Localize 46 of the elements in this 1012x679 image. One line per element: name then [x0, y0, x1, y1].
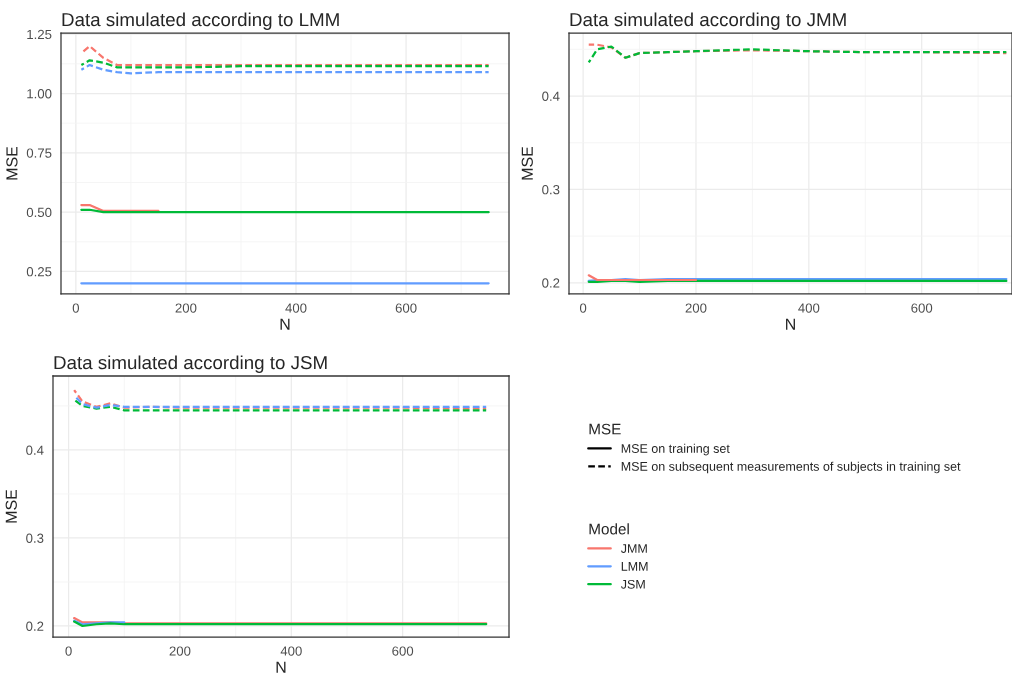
y-axis-title: MSE: [6, 146, 18, 180]
line-series: [80, 59, 490, 69]
line-series: [80, 44, 490, 67]
x-tick-label: 600: [911, 303, 933, 313]
line-series: [73, 398, 488, 412]
text: MSE on subsequent measurements of subjects in training set: [621, 461, 961, 474]
x-tick-label: 400: [280, 646, 302, 656]
x-axis-title: N: [276, 661, 286, 673]
legend-label: JSM: [620, 579, 645, 589]
line-series: [587, 45, 1008, 64]
x-tick-label: 400: [285, 303, 307, 313]
legend-label: LMM: [621, 562, 648, 571]
chart-title: Data simulated according to JMM: [570, 12, 846, 30]
y-tick-label: 0.3: [26, 533, 44, 543]
y-tick-label: 0.4: [542, 91, 560, 101]
legend-title: Model: [589, 523, 629, 535]
x-tick-label: 200: [175, 303, 197, 313]
x-tick-label: 200: [169, 646, 191, 656]
y-tick-label: 0.2: [26, 621, 44, 631]
line-series: [80, 63, 490, 75]
text: MSE: [589, 423, 621, 435]
y-tick-label: 1.25: [27, 29, 52, 40]
x-axis-title: N: [280, 318, 290, 330]
chart-title: Data simulated according to LMM: [62, 12, 339, 30]
y-tick-label: 0.75: [26, 148, 52, 158]
legend-label: JMM: [620, 544, 647, 553]
line-series: [73, 388, 488, 410]
x-tick-label: 200: [685, 303, 707, 313]
x-tick-label: 600: [395, 303, 417, 313]
x-tick-label: 600: [392, 646, 414, 656]
x-tick-label: 0: [579, 303, 587, 313]
y-axis-title: MSE: [5, 489, 17, 523]
x-tick-label: 400: [798, 303, 820, 313]
y-tick-label: 0.25: [26, 267, 52, 277]
y-tick-label: 0.4: [26, 445, 44, 455]
y-tick-label: 0.2: [542, 278, 560, 288]
y-tick-label: 0.50: [26, 207, 52, 218]
x-tick-label: 0: [72, 303, 80, 313]
y-axis-title: MSE: [521, 146, 533, 180]
text: MSE on training set: [621, 443, 730, 456]
x-axis-title: N: [786, 318, 795, 330]
chart-title: Data simulated according to JSM: [54, 355, 327, 373]
y-tick-label: 1.00: [27, 89, 52, 99]
line-series: [73, 394, 488, 409]
x-tick-label: 0: [65, 646, 72, 656]
y-tick-label: 0.3: [542, 184, 560, 195]
